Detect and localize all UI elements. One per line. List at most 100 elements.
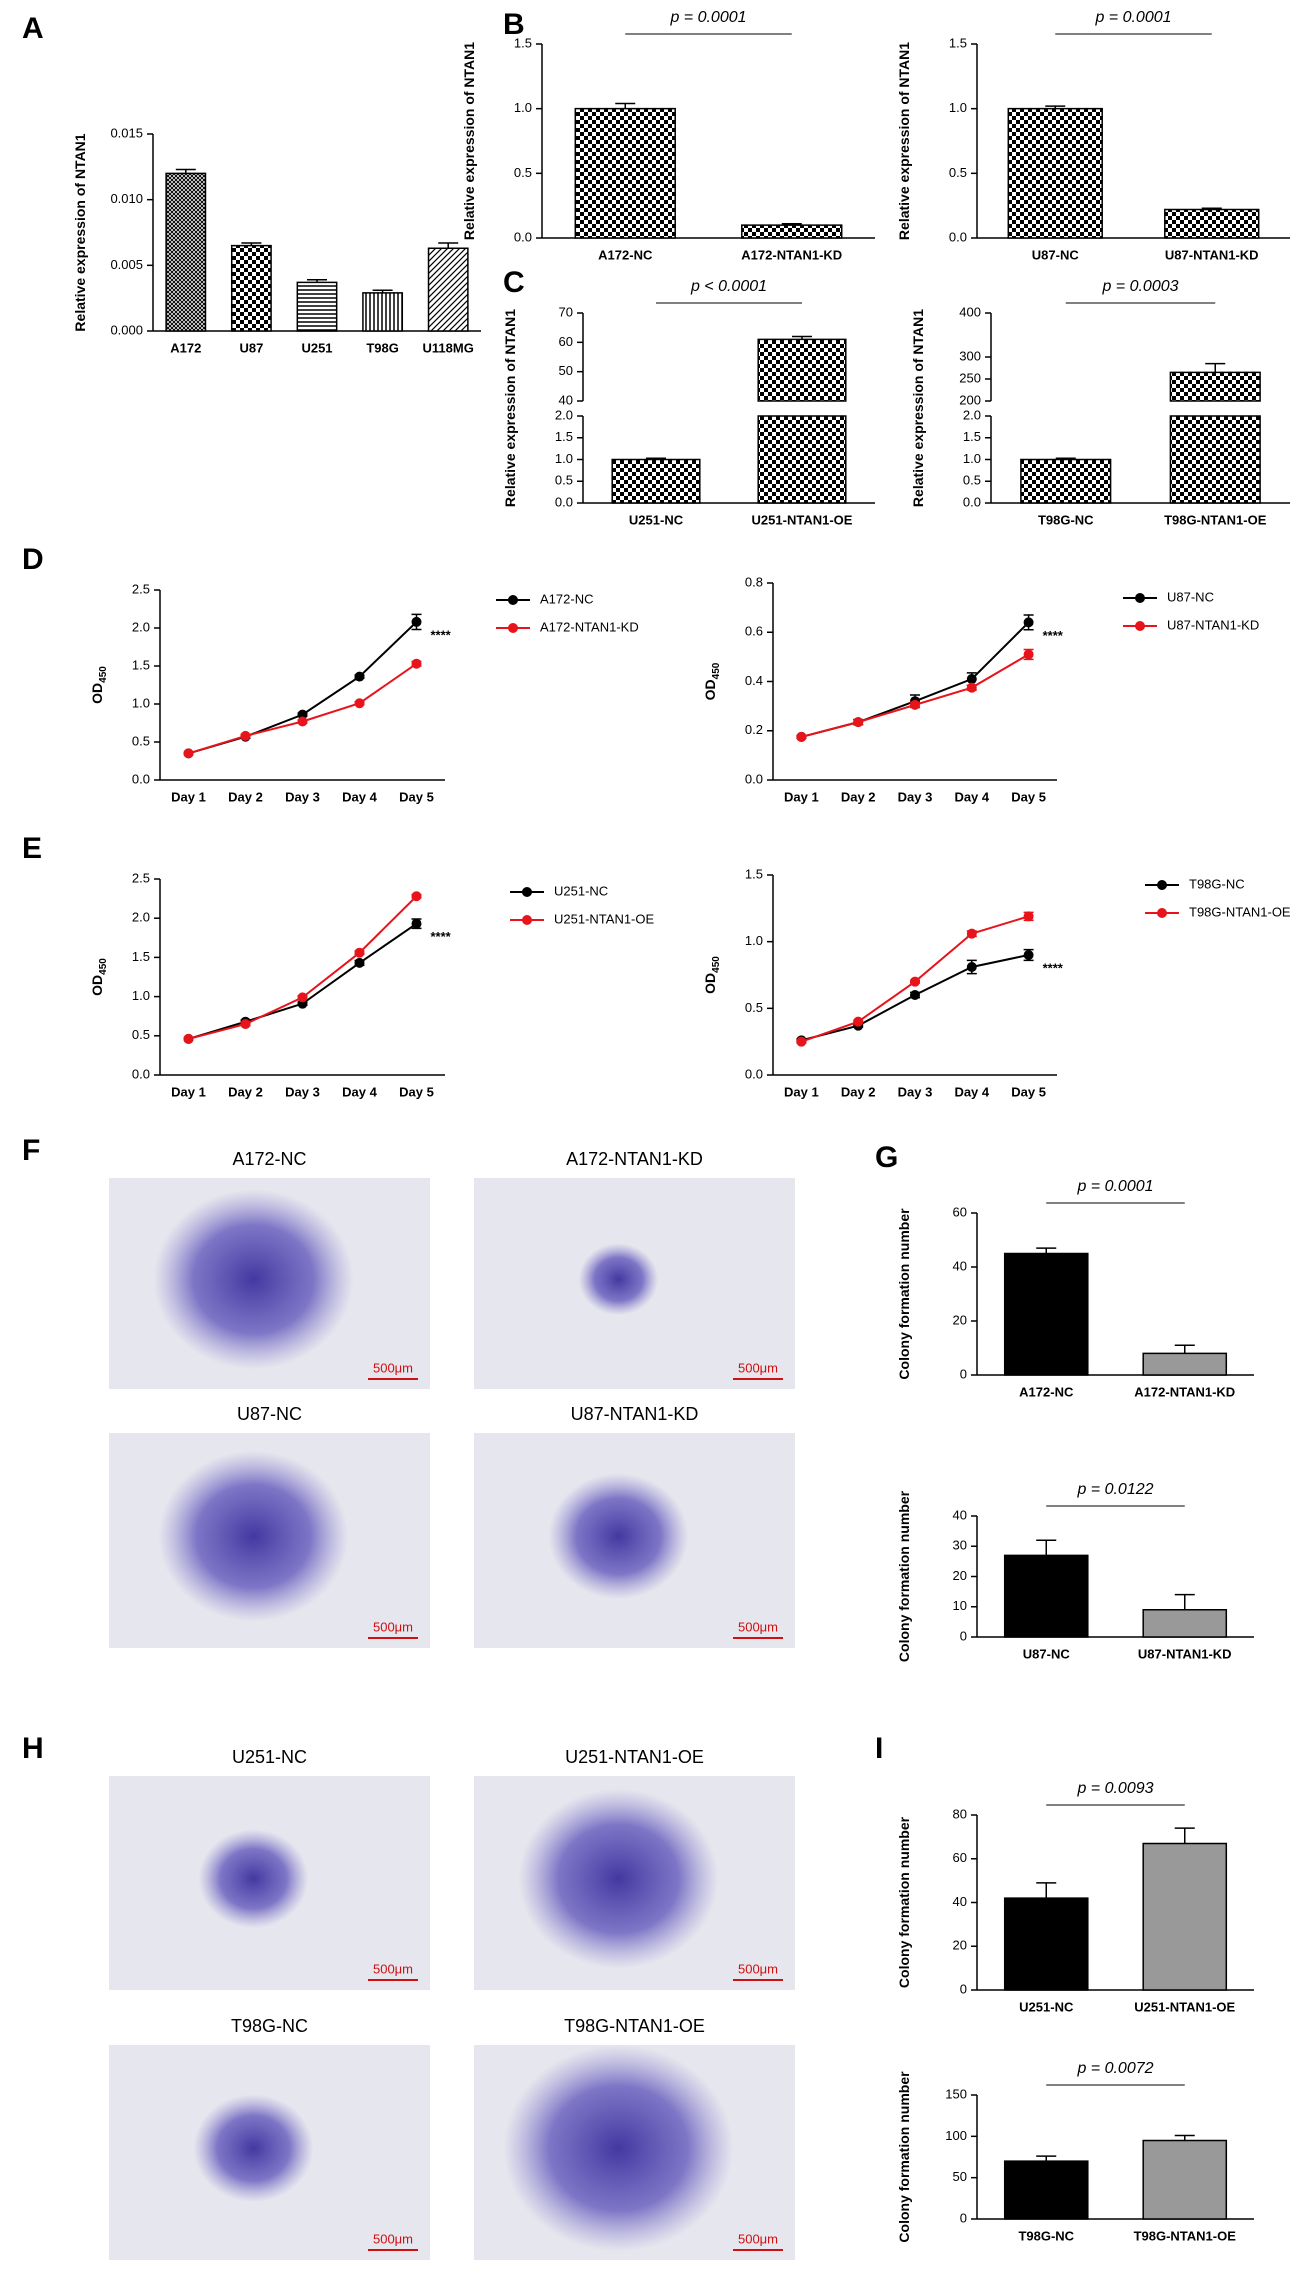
- bar: [165, 172, 207, 332]
- y-tick-label: 2.0: [132, 910, 150, 925]
- colony: [548, 1473, 689, 1600]
- data-point: [297, 709, 308, 720]
- y-axis-label: OD450: [702, 662, 722, 700]
- y-tick-label: 2.5: [132, 870, 150, 885]
- y-axis-label: Relative expression of NTAN1: [461, 42, 477, 240]
- y-axis-label: Relative expression of NTAN1: [910, 309, 926, 507]
- x-tick-label: Day 2: [228, 1084, 263, 1099]
- y-tick-label: 0.0: [132, 771, 150, 786]
- y-tick-label: 0.0: [132, 1066, 150, 1081]
- annotation: p = 0.0001: [669, 9, 746, 26]
- y-tick-label: 2.0: [555, 407, 573, 422]
- x-tick-label: Day 4: [954, 1084, 989, 1099]
- y-tick-label: 0.0: [555, 494, 573, 509]
- x-tick-label: U87-NC: [1032, 247, 1080, 262]
- y-axis-label-sub: 450: [711, 662, 722, 679]
- y-tick-label: 0: [960, 1628, 967, 1643]
- x-tick-label: U251: [301, 340, 332, 355]
- y-tick-label: 1.5: [132, 949, 150, 964]
- legend-label: U251-NTAN1-OE: [554, 911, 655, 926]
- y-tick-label: 0: [960, 1366, 967, 1381]
- y-tick-label: 150: [945, 2086, 967, 2101]
- x-tick-label: U87-NTAN1-KD: [1165, 247, 1259, 262]
- data-point: [354, 698, 365, 709]
- legend-marker: [1135, 593, 1145, 603]
- y-axis-label-text: Relative expression of NTAN1: [461, 42, 477, 240]
- significance: ****: [1043, 960, 1064, 975]
- series-line: [188, 922, 418, 1040]
- y-tick-label: 50: [953, 2169, 967, 2184]
- y-axis-label-text: Colony formation number: [896, 1208, 912, 1380]
- y-axis-label: Colony formation number: [896, 1208, 912, 1380]
- data-point: [966, 682, 977, 693]
- x-tick-label: A172: [170, 340, 201, 355]
- y-axis-label: Relative expression of NTAN1: [502, 309, 518, 507]
- colony: [578, 1243, 659, 1316]
- bar: [611, 458, 701, 504]
- error-bar: [241, 242, 262, 246]
- data-point: [966, 928, 977, 939]
- x-tick-label: A172-NTAN1-KD: [741, 247, 842, 262]
- image-title: U251-NC: [232, 1747, 307, 1767]
- data-point: [354, 671, 365, 682]
- y-tick-label: 40: [953, 1507, 967, 1522]
- y-tick-label: 0.0: [963, 494, 981, 509]
- y-tick-label: 70: [559, 304, 573, 319]
- y-axis-label-sub: 450: [711, 956, 722, 973]
- x-tick-label: Day 2: [841, 1084, 876, 1099]
- annotation: p = 0.0072: [1076, 2060, 1153, 2077]
- y-axis-label: OD450: [702, 956, 722, 994]
- series-line: [188, 895, 418, 1040]
- data-point: [297, 992, 308, 1003]
- legend-marker: [1157, 880, 1167, 890]
- significance: ****: [431, 627, 452, 642]
- data-point: [240, 730, 251, 741]
- data-point: [1023, 649, 1034, 660]
- image-title: A172-NC: [232, 1149, 306, 1169]
- y-tick-label: 0.5: [745, 1000, 763, 1015]
- x-tick-label: U87-NC: [1023, 1646, 1071, 1661]
- colony: [193, 2094, 314, 2203]
- bar: [574, 107, 676, 239]
- y-axis-label-text: Relative expression of NTAN1: [910, 309, 926, 507]
- data-point: [853, 1016, 864, 1027]
- x-tick-label: U251-NTAN1-OE: [1134, 1999, 1235, 2014]
- y-axis-label: OD450: [89, 958, 109, 996]
- y-tick-label: 20: [953, 1938, 967, 1953]
- legend-marker: [508, 623, 518, 633]
- y-tick-label: 100: [945, 2128, 967, 2143]
- y-tick-label: 1.0: [132, 695, 150, 710]
- bar: [1003, 2160, 1089, 2220]
- data-point: [910, 699, 920, 710]
- panel-label: I: [875, 1732, 883, 1765]
- x-tick-label: U87-NTAN1-KD: [1138, 1646, 1232, 1661]
- x-tick-label: Day 3: [898, 789, 933, 804]
- bar: [1007, 107, 1103, 239]
- y-axis-label-text: Relative expression of NTAN1: [72, 133, 88, 331]
- y-tick-label: 0.6: [745, 624, 763, 639]
- image-title: A172-NTAN1-KD: [566, 1149, 703, 1169]
- x-tick-label: Day 2: [841, 789, 876, 804]
- y-tick-label: 20: [953, 1312, 967, 1327]
- x-tick-label: Day 3: [285, 1084, 320, 1099]
- legend-label: U251-NC: [554, 883, 608, 898]
- y-tick-label: 1.5: [555, 429, 573, 444]
- y-tick-label: 10: [953, 1598, 967, 1613]
- error-bar: [372, 289, 393, 293]
- y-tick-label: 0.0: [514, 229, 532, 244]
- y-tick-label: 1.0: [745, 933, 763, 948]
- scale-bar-label: 500μm: [738, 1961, 778, 1976]
- data-point: [411, 616, 422, 627]
- legend-marker: [1157, 908, 1167, 918]
- error-bar: [1174, 1827, 1195, 1844]
- y-axis-label-sub: 450: [98, 958, 109, 975]
- data-point: [240, 1019, 251, 1030]
- panel-label: H: [22, 1732, 44, 1765]
- data-point: [1023, 950, 1034, 960]
- bar: [741, 224, 843, 239]
- significance: ****: [431, 929, 452, 944]
- y-tick-label: 1.5: [745, 866, 763, 881]
- y-tick-label: 0.000: [110, 322, 143, 337]
- x-tick-label: Day 1: [784, 789, 819, 804]
- y-tick-label: 40: [953, 1894, 967, 1909]
